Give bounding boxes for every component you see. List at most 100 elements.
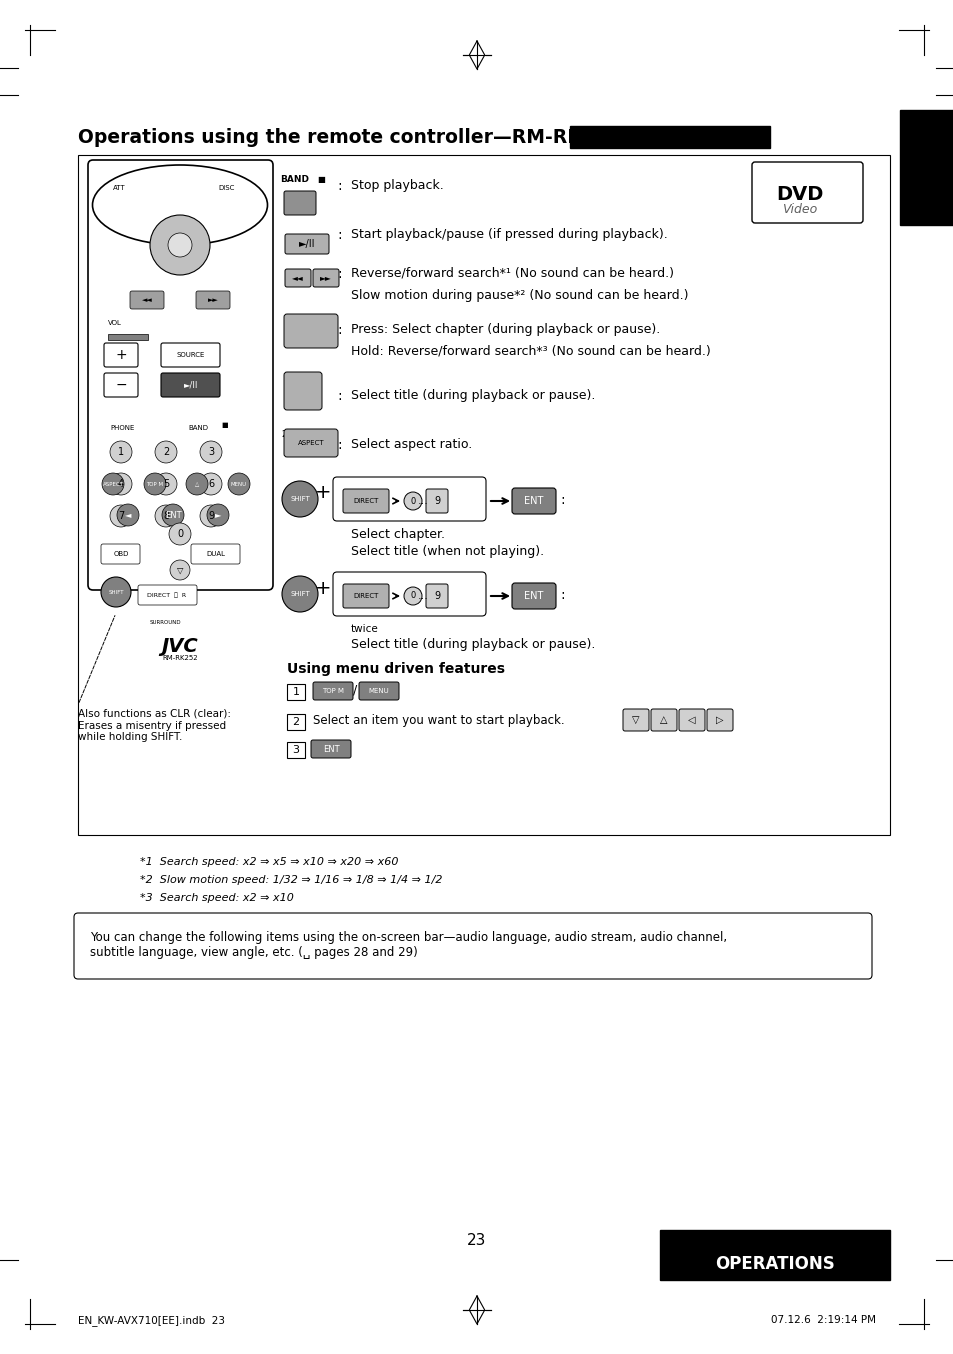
Text: VOL: VOL bbox=[108, 320, 122, 326]
Text: ◁: ◁ bbox=[687, 715, 695, 724]
Text: :: : bbox=[336, 324, 341, 337]
FancyBboxPatch shape bbox=[284, 372, 322, 410]
Text: ASPECT: ASPECT bbox=[103, 482, 123, 486]
Text: Select chapter.: Select chapter. bbox=[351, 528, 444, 542]
FancyBboxPatch shape bbox=[191, 544, 240, 565]
Text: 2: 2 bbox=[163, 447, 169, 458]
Text: SOURCE: SOURCE bbox=[176, 352, 205, 357]
Ellipse shape bbox=[468, 1296, 485, 1324]
FancyBboxPatch shape bbox=[161, 372, 220, 397]
FancyBboxPatch shape bbox=[343, 489, 389, 513]
FancyBboxPatch shape bbox=[284, 314, 337, 348]
Circle shape bbox=[150, 215, 210, 275]
Text: ...: ... bbox=[417, 496, 428, 506]
Circle shape bbox=[110, 441, 132, 463]
Text: Stop playback.: Stop playback. bbox=[351, 179, 443, 192]
FancyBboxPatch shape bbox=[104, 343, 138, 367]
Text: Hold: Reverse/forward search*³ (No sound can be heard.): Hold: Reverse/forward search*³ (No sound… bbox=[351, 344, 710, 357]
Text: SHIFT: SHIFT bbox=[108, 589, 124, 594]
Text: DVD: DVD bbox=[776, 185, 822, 204]
Text: Video: Video bbox=[781, 203, 817, 217]
Text: △: △ bbox=[194, 482, 199, 486]
Text: JVC: JVC bbox=[161, 636, 198, 655]
Text: +: + bbox=[314, 483, 331, 502]
Text: BAND: BAND bbox=[280, 175, 309, 184]
Text: 0: 0 bbox=[410, 592, 416, 601]
Text: ◄: ◄ bbox=[125, 510, 132, 520]
Text: Select aspect ratio.: Select aspect ratio. bbox=[351, 437, 472, 451]
Text: 8: 8 bbox=[163, 510, 169, 521]
Text: DIRECT: DIRECT bbox=[353, 498, 378, 504]
Text: 9: 9 bbox=[208, 510, 213, 521]
Bar bbox=[78, 154, 889, 835]
Text: ...: ... bbox=[417, 590, 428, 601]
Circle shape bbox=[200, 505, 222, 527]
Text: ENT: ENT bbox=[165, 510, 181, 520]
FancyBboxPatch shape bbox=[358, 682, 398, 700]
Text: ▷: ▷ bbox=[716, 715, 723, 724]
Text: *3  Search speed: x2 ⇒ x10: *3 Search speed: x2 ⇒ x10 bbox=[140, 894, 294, 903]
Circle shape bbox=[154, 505, 177, 527]
Text: /: / bbox=[353, 684, 356, 696]
Text: ◄◄: ◄◄ bbox=[141, 297, 152, 303]
Text: ►►: ►► bbox=[320, 274, 332, 283]
FancyBboxPatch shape bbox=[751, 162, 862, 223]
Circle shape bbox=[403, 588, 421, 605]
Text: MENU: MENU bbox=[368, 688, 389, 695]
Text: Select title (during playback or pause).: Select title (during playback or pause). bbox=[351, 638, 595, 651]
Text: ATT: ATT bbox=[112, 185, 126, 191]
Text: 3: 3 bbox=[208, 447, 213, 458]
FancyBboxPatch shape bbox=[313, 269, 338, 287]
Text: +: + bbox=[115, 348, 127, 362]
Text: ASPECT: ASPECT bbox=[297, 440, 324, 445]
Circle shape bbox=[110, 473, 132, 496]
Circle shape bbox=[117, 504, 139, 525]
Text: 5: 5 bbox=[163, 479, 169, 489]
Text: 2: 2 bbox=[293, 718, 299, 727]
Circle shape bbox=[200, 473, 222, 496]
Bar bbox=[659, 1229, 889, 1280]
Text: :: : bbox=[336, 437, 341, 452]
Text: :: : bbox=[336, 227, 341, 242]
Text: ■: ■ bbox=[221, 422, 228, 428]
FancyBboxPatch shape bbox=[284, 429, 337, 458]
Text: △: △ bbox=[659, 715, 667, 724]
Bar bbox=[287, 742, 305, 758]
Circle shape bbox=[186, 473, 208, 496]
Text: :: : bbox=[559, 588, 564, 603]
Text: SHIFT: SHIFT bbox=[290, 496, 310, 502]
Text: ENT: ENT bbox=[524, 496, 543, 506]
Ellipse shape bbox=[92, 165, 267, 245]
Text: DUAL: DUAL bbox=[206, 551, 225, 556]
Bar bbox=[287, 684, 305, 700]
Text: :: : bbox=[336, 389, 341, 403]
Bar bbox=[899, 110, 953, 225]
Text: PHONE: PHONE bbox=[110, 425, 134, 431]
Text: ENT: ENT bbox=[322, 745, 339, 753]
FancyBboxPatch shape bbox=[195, 291, 230, 309]
Text: RM-RK252: RM-RK252 bbox=[162, 655, 197, 661]
Text: Slow motion during pause*² (No sound can be heard.): Slow motion during pause*² (No sound can… bbox=[351, 288, 688, 302]
Text: 9: 9 bbox=[434, 496, 439, 506]
Text: Using menu driven features: Using menu driven features bbox=[287, 662, 504, 676]
Text: SHIFT: SHIFT bbox=[290, 590, 310, 597]
Circle shape bbox=[162, 504, 184, 525]
Text: :: : bbox=[559, 493, 564, 506]
Text: ▽: ▽ bbox=[176, 566, 183, 574]
Circle shape bbox=[168, 233, 192, 257]
Text: Press: Select chapter (during playback or pause).: Press: Select chapter (during playback o… bbox=[351, 324, 659, 336]
Text: OPERATIONS: OPERATIONS bbox=[715, 1255, 834, 1273]
Text: 1: 1 bbox=[118, 447, 124, 458]
FancyBboxPatch shape bbox=[313, 682, 353, 700]
FancyBboxPatch shape bbox=[706, 709, 732, 731]
FancyBboxPatch shape bbox=[161, 343, 220, 367]
Text: 6: 6 bbox=[208, 479, 213, 489]
Text: OBD: OBD bbox=[113, 551, 129, 556]
Text: ■: ■ bbox=[316, 175, 325, 184]
Circle shape bbox=[282, 575, 317, 612]
Circle shape bbox=[403, 492, 421, 510]
FancyBboxPatch shape bbox=[512, 487, 556, 515]
Text: ▽: ▽ bbox=[632, 715, 639, 724]
Text: :: : bbox=[336, 267, 341, 282]
Text: EN_KW-AVX710[EE].indb  23: EN_KW-AVX710[EE].indb 23 bbox=[78, 1315, 225, 1326]
